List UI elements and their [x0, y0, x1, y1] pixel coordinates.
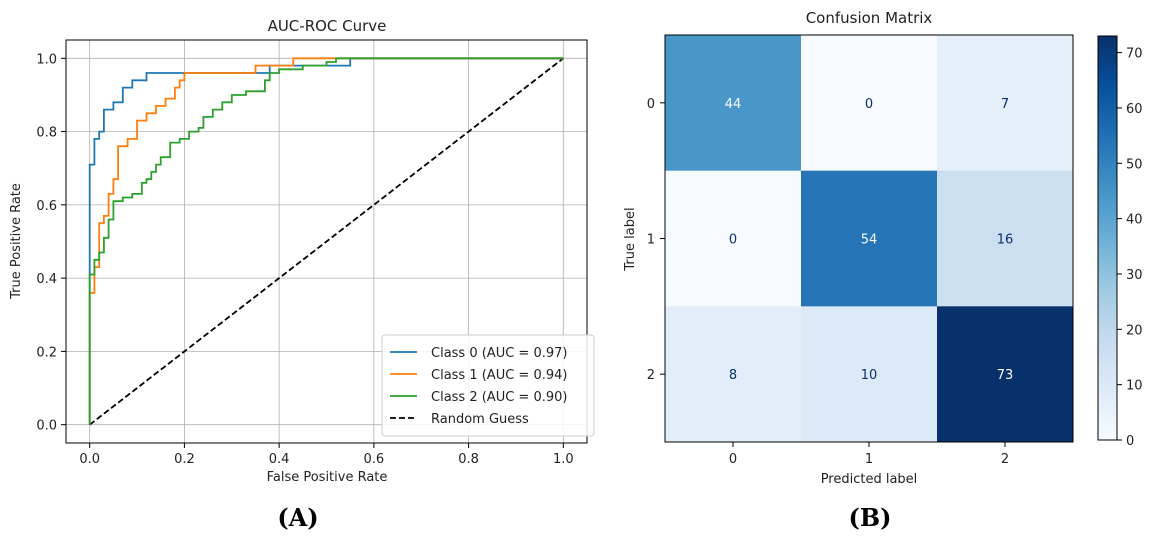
- roc-y-tick-label: 0.8: [36, 126, 57, 141]
- cm-cell-value: 73: [997, 368, 1014, 383]
- cm-cell: [665, 170, 802, 307]
- roc-x-axis-label: False Positive Rate: [267, 470, 388, 485]
- cm-x-tick-label: 2: [1001, 452, 1009, 467]
- cm-cell: [801, 35, 938, 172]
- roc-grid: [66, 40, 587, 443]
- cm-x-tick-label: 1: [865, 452, 873, 467]
- cm-x-axis-label: Predicted label: [821, 472, 918, 487]
- roc-x-tick-label: 0.4: [269, 452, 290, 467]
- cm-y-ticks: 0 1 2: [647, 97, 665, 383]
- cm-cell: [937, 306, 1074, 443]
- colorbar-tick-label: 20: [1126, 323, 1143, 338]
- cm-y-tick-label: 1: [647, 233, 655, 248]
- roc-y-tick-label: 0.4: [36, 272, 57, 287]
- cm-cell-value: 8: [729, 368, 737, 383]
- roc-x-tick-label: 0.6: [364, 452, 385, 467]
- roc-series-line-class-2: [88, 57, 564, 425]
- colorbar: [1097, 35, 1118, 441]
- colorbar-tick-label: 10: [1126, 379, 1143, 394]
- cm-cell: [937, 35, 1074, 172]
- colorbar-tick-label: 40: [1126, 213, 1143, 228]
- panel-label-b: (B): [849, 503, 892, 532]
- legend-label-random-guess: Random Guess: [431, 412, 529, 427]
- legend-box: [381, 334, 595, 437]
- cm-cell-value: 54: [861, 233, 878, 248]
- legend-label-class-1: Class 1 (AUC = 0.94): [431, 368, 567, 383]
- cm-y-tick-label: 2: [647, 368, 655, 383]
- cm-cell-value: 10: [861, 368, 878, 383]
- cm-cell: [665, 306, 802, 443]
- roc-y-tick-label: 1.0: [36, 52, 57, 67]
- legend-label-class-0: Class 0 (AUC = 0.97): [431, 346, 567, 361]
- colorbar-ticks: 0 10 20 30 40 50 60 70: [1117, 47, 1143, 449]
- colorbar-tick-label: 50: [1126, 157, 1143, 172]
- colorbar-tick-label: 60: [1126, 102, 1143, 117]
- cm-cell-value: 0: [865, 97, 873, 112]
- roc-y-tick-label: 0.6: [36, 199, 57, 214]
- cm-cell: [665, 35, 802, 172]
- cm-cell: [937, 170, 1074, 307]
- cm-cell-value: 7: [1001, 97, 1009, 112]
- cm-cell: [801, 170, 938, 307]
- cm-title: Confusion Matrix: [806, 9, 933, 27]
- roc-axes-frame: [65, 39, 588, 444]
- cm-y-tick-label: 0: [647, 97, 655, 112]
- roc-x-tick-label: 0.0: [79, 452, 100, 467]
- cm-cell-value: 16: [997, 233, 1014, 248]
- roc-y-tick-label: 0.2: [36, 345, 57, 360]
- roc-y-axis-label: True Positive Rate: [9, 183, 24, 300]
- cm-cell-value: 0: [729, 233, 737, 248]
- cm-y-axis-label: True label: [623, 207, 638, 271]
- roc-legend: Class 0 (AUC = 0.97) Class 1 (AUC = 0.94…: [381, 334, 595, 437]
- roc-y-ticks: 0.0 0.2 0.4 0.6 0.8 1.0: [36, 52, 66, 434]
- cm-cells: 44 0 7 0 54 16 8 10 73: [665, 35, 1074, 443]
- colorbar-tick-label: 70: [1126, 47, 1143, 62]
- roc-x-tick-label: 1.0: [553, 452, 574, 467]
- colorbar-tick-label: 30: [1126, 268, 1143, 283]
- roc-series-line-random-guess: [89, 57, 564, 426]
- roc-x-tick-label: 0.2: [174, 452, 195, 467]
- roc-title: AUC-ROC Curve: [268, 17, 387, 35]
- cm-cell-value: 44: [725, 97, 742, 112]
- roc-x-ticks: 0.0 0.2 0.4 0.6 0.8 1.0: [79, 443, 574, 467]
- roc-y-tick-label: 0.0: [36, 419, 57, 434]
- cm-cell: [801, 306, 938, 443]
- roc-x-tick-label: 0.8: [458, 452, 479, 467]
- roc-panel: AUC-ROC Curve 0.0 0.2 0.4 0.6 0.8 1.0 0.00.20…: [9, 17, 595, 532]
- panel-label-a: (A): [277, 503, 318, 532]
- roc-series-line-class-1: [88, 57, 564, 425]
- cm-x-ticks: 0 1 2: [729, 442, 1009, 467]
- cm-x-tick-label: 0: [729, 452, 737, 467]
- roc-lines: [88, 57, 564, 426]
- legend-label-class-2: Class 2 (AUC = 0.90): [431, 390, 567, 405]
- colorbar-tick-label: 0: [1126, 434, 1134, 449]
